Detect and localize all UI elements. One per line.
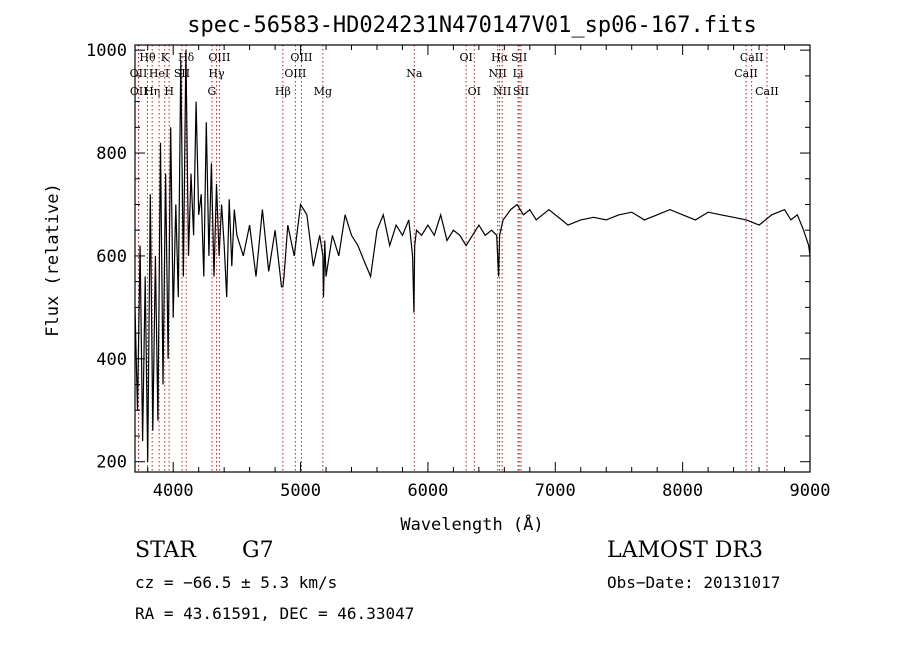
coordinates: RA = 43.61591, DEC = 46.33047 [135,604,415,623]
spectral-line: SII [513,45,529,472]
spectral-line-label: SII [511,51,527,64]
spectral-line: Hη [144,45,160,472]
spectral-line-label: Na [406,67,423,80]
spectral-line-label: Hβ [275,85,291,98]
y-axis-label: Flux (relative) [43,183,63,337]
spectral-line-label: G [208,85,217,98]
spectral-line-label: SII [174,67,190,80]
spectral-line: Hγ [208,45,225,472]
spectral-line: OI [468,45,481,472]
spectral-line-label: CaII [755,85,779,98]
spectral-line: CaII [734,45,758,472]
spectral-line: SII [174,45,190,472]
x-tick-label: 6000 [407,481,448,501]
spectral-line: Hβ [275,45,291,472]
ticks: 4000 5000 6000 7000 8000 9000 200 400 600 800 1000 [86,41,830,501]
axes [134,44,811,473]
spectral-line-label: Mg [314,85,332,98]
plot-frame [134,44,811,473]
spectral-line: OIII [208,45,230,472]
y-tick-label: 600 [96,247,127,267]
object-subclass: G7 [242,538,274,563]
x-tick-label: 7000 [535,481,576,501]
spectral-line-label: OI [459,51,472,64]
spectral-line: CaII [740,45,764,472]
spectral-line-label: OI [468,85,481,98]
survey-name: LAMOST DR3 [607,538,763,563]
object-class: STAR [135,538,196,563]
spectral-line-label: Hγ [208,67,225,80]
spectral-line: OI [459,45,473,472]
x-tick-label: 4000 [153,481,194,501]
spectral-line-label: Hθ [139,51,156,64]
x-tick-label: 8000 [662,481,703,501]
series-layer [134,50,811,462]
y-tick-label: 800 [96,144,127,164]
spectral-line-label: HeI [149,67,169,80]
spectral-line-label: CaII [734,67,758,80]
y-tick-label: 1000 [86,41,127,61]
spectral-line: Hα [491,45,509,472]
spectral-line-label: H [164,85,174,98]
spectral-line-label: Li [513,67,524,80]
spectral-line-label: OIII [284,67,306,80]
y-tick-label: 200 [96,453,127,473]
spectral-line-label: OIII [290,51,312,64]
spectral-line: SII [511,45,527,472]
y-tick-label: 400 [96,350,127,370]
spectral-line-label: Hα [491,51,509,64]
spectral-line: CaII [755,45,779,472]
spectral-line: OIII [290,45,312,472]
x-tick-label: 5000 [280,481,321,501]
spectrum-line [134,50,811,462]
spectral-line-label: K [161,51,170,64]
spectral-line-label: CaII [740,51,764,64]
spectral-line-label: Hη [144,85,160,98]
spectral-line-label: OIII [208,51,230,64]
chart-title: spec-56583-HD024231N470147V01_sp06-167.f… [187,13,757,38]
spectral-line: NII [493,45,511,472]
spectral-line-label: NII [489,67,507,80]
x-tick-label: 9000 [790,481,831,501]
spectral-line: OII [130,45,148,472]
observation-date: Obs−Date: 20131017 [607,573,781,592]
x-axis-label: Wavelength (Å) [400,513,543,535]
spectral-line: OIII [284,45,306,472]
spectral-line-label: OII [130,85,148,98]
redshift-velocity: cz = −66.5 ± 5.3 km/s [135,573,338,592]
spectral-line: Li [513,45,524,472]
spectral-line: G [208,45,217,472]
spectral-line-label: NII [493,85,511,98]
spectral-line-label: SII [513,85,529,98]
